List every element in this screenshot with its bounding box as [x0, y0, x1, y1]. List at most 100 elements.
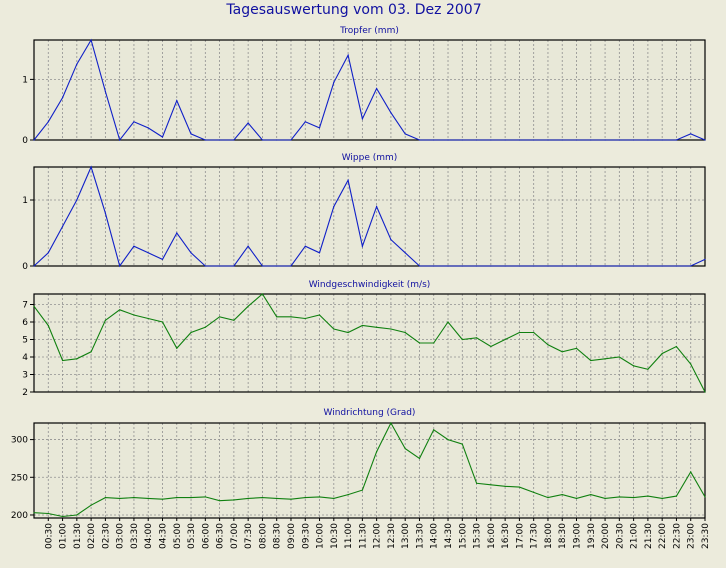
data-point — [219, 500, 221, 502]
data-point — [361, 324, 363, 327]
data-point — [418, 342, 421, 344]
x-tick-label: 06:30 — [216, 523, 226, 549]
x-tick-label: 21:00 — [630, 523, 640, 549]
data-point — [461, 443, 463, 445]
data-point — [318, 252, 321, 254]
data-point — [104, 212, 106, 214]
data-point — [476, 139, 478, 141]
data-point — [518, 139, 521, 141]
data-point — [233, 139, 235, 141]
data-point — [661, 352, 663, 355]
data-point — [204, 139, 206, 141]
y-tick-label: 5 — [22, 336, 28, 346]
data-point — [490, 345, 492, 348]
chart-title: Tropfer (mm) — [339, 26, 399, 36]
data-point — [133, 314, 135, 316]
data-point — [347, 494, 349, 496]
x-tick-label: 23:00 — [687, 523, 697, 549]
data-point — [276, 139, 278, 141]
data-point — [76, 358, 78, 360]
y-tick-label: 6 — [22, 318, 28, 328]
data-point — [547, 344, 549, 346]
data-point — [575, 139, 578, 141]
data-point — [190, 331, 192, 334]
series-line — [33, 293, 706, 393]
data-point — [333, 497, 335, 499]
data-point — [575, 347, 578, 349]
data-point — [404, 331, 406, 334]
data-point — [190, 133, 192, 135]
data-point — [547, 497, 549, 499]
data-point — [647, 265, 649, 267]
x-tick-label: 17:00 — [515, 523, 525, 549]
data-point — [318, 314, 321, 316]
x-tick-label: 20:30 — [615, 523, 625, 549]
data-point — [390, 328, 392, 330]
y-tick-label: 1 — [22, 196, 28, 206]
data-point — [447, 139, 449, 141]
x-tick-label: 18:30 — [558, 523, 568, 549]
data-point — [62, 515, 64, 518]
y-tick-label: 2 — [22, 388, 28, 398]
data-point — [618, 139, 620, 141]
x-tick-label: 06:00 — [201, 523, 211, 549]
data-point — [590, 494, 592, 496]
page-title: Tagesauswertung vom 03. Dez 2007 — [225, 2, 481, 18]
data-point — [633, 497, 635, 499]
x-tick-label: 11:30 — [358, 523, 368, 549]
data-point — [633, 365, 635, 367]
data-point — [433, 139, 435, 141]
x-tick-label: 21:30 — [644, 523, 654, 549]
data-point — [147, 252, 149, 254]
data-point — [433, 429, 435, 431]
data-point — [504, 338, 506, 341]
data-point — [647, 139, 649, 141]
data-point — [376, 206, 378, 208]
data-point — [690, 471, 692, 473]
data-point — [533, 139, 535, 141]
x-tick-label: 12:00 — [373, 523, 383, 549]
data-point — [361, 245, 363, 247]
data-point — [290, 265, 292, 267]
data-point — [447, 321, 449, 323]
data-point — [675, 139, 678, 141]
data-point — [461, 265, 463, 267]
data-point — [147, 497, 149, 499]
data-point — [647, 495, 649, 497]
data-point — [161, 321, 164, 323]
data-point — [247, 305, 249, 307]
data-point — [404, 252, 406, 254]
x-tick-label: 01:00 — [59, 523, 69, 549]
data-point — [404, 133, 406, 135]
data-point — [690, 265, 692, 267]
x-tick-label: 10:30 — [330, 523, 340, 549]
data-point — [376, 451, 378, 453]
data-point — [276, 265, 278, 267]
y-tick-label: 0 — [22, 136, 28, 146]
data-point — [62, 97, 64, 99]
data-point — [104, 90, 106, 93]
x-tick-label: 02:30 — [101, 523, 111, 549]
x-tick-label: 08:00 — [258, 523, 268, 549]
data-point — [633, 139, 635, 141]
data-point — [90, 351, 92, 353]
plot-frame — [33, 39, 706, 141]
chart-panel-1: Tropfer (mm) 0 1 — [22, 26, 706, 146]
data-point — [561, 265, 563, 267]
data-point — [476, 265, 478, 267]
data-point — [176, 347, 178, 349]
data-point — [318, 496, 321, 498]
data-point — [618, 356, 620, 358]
data-point — [90, 504, 92, 506]
data-point — [347, 54, 349, 56]
data-point — [119, 497, 121, 499]
y-tick-label: 250 — [11, 473, 28, 483]
x-tick-label: 23:30 — [701, 523, 711, 549]
plot-frame — [33, 293, 706, 393]
data-point — [647, 368, 649, 370]
data-point — [276, 316, 278, 318]
data-point — [561, 139, 563, 141]
data-point — [62, 225, 64, 227]
